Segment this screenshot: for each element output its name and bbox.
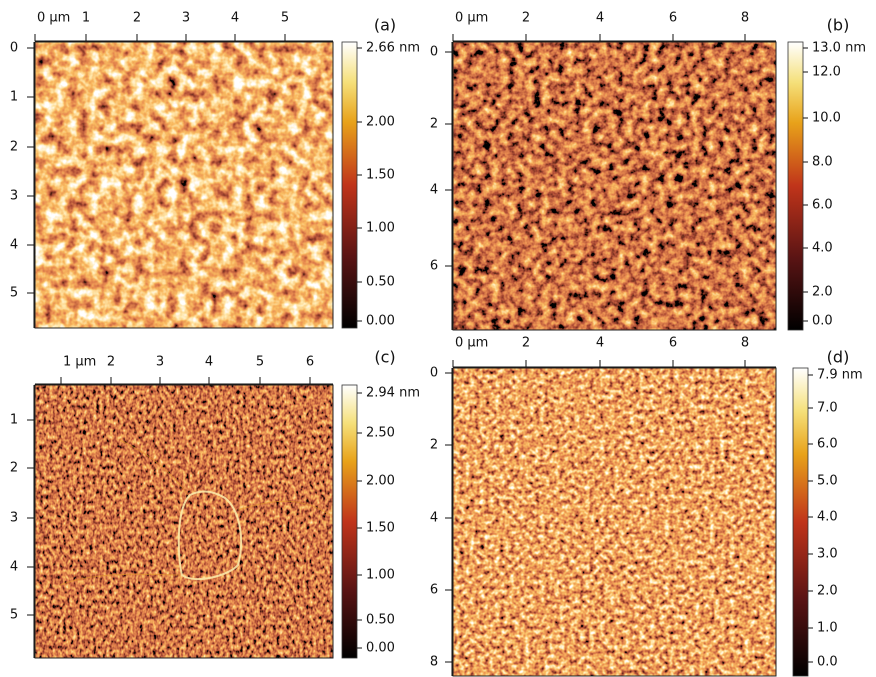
y-tick-label: 0 [10,41,18,56]
scale-tick-label: 0.50 [366,275,395,290]
color-scale [341,41,358,329]
y-tick-label: 0 [430,45,438,60]
y-tick-label: 2 [430,438,438,453]
afm-image [453,42,776,330]
y-tick-label: 4 [10,238,18,253]
scale-tick-label: 12.0 [812,65,841,80]
x-tick-label: 6 [669,336,677,351]
x-tick-label: 2 [133,11,141,26]
x-tick-label: 4 [596,336,604,351]
image-frame [34,41,334,329]
scale-tick-label: 2.50 [366,426,395,441]
y-tick-label: 6 [430,259,438,274]
x-tick-label: 2 [522,11,530,26]
afm-image [453,368,776,676]
scale-tick-label: 2.0 [812,285,833,300]
y-tick-label: 4 [10,560,18,575]
scale-tick-label: 6.0 [812,198,833,213]
x-tick-label: 0 µm [455,11,488,26]
scale-tick-label: 2.00 [366,474,395,489]
scale-tick-label: 7.9 nm [817,368,863,383]
image-frame [452,367,777,677]
color-scale [787,41,804,331]
afm-image [35,42,333,328]
scale-tick-label: 2.94 nm [366,386,420,401]
y-tick-label: 6 [430,583,438,598]
scale-tick-label: 0.0 [812,314,833,329]
surface-feature [59,439,331,586]
x-tick-label: 5 [256,355,264,370]
scale-tick-label: 3.0 [817,547,838,562]
x-tick-label: 2 [107,355,115,370]
panel-label: (b) [827,16,850,35]
x-tick-label: 5 [281,11,289,26]
scale-tick-label: 8.0 [812,155,833,170]
scale-tick-label: 2.00 [366,115,395,130]
scale-tick-label: 4.0 [817,510,838,525]
y-tick-label: 2 [10,461,18,476]
scale-tick-label: 0.0 [817,655,838,670]
scale-tick-label: 1.00 [366,221,395,236]
afm-image [35,385,333,658]
x-tick-label: 6 [306,355,314,370]
image-frame [34,384,334,659]
image-frame [452,41,777,331]
x-tick-label: 0 µm [37,11,70,26]
scale-tick-label: 1.50 [366,521,395,536]
y-tick-label: 5 [10,608,18,623]
scale-tick-label: 7.0 [817,401,838,416]
y-tick-label: 8 [430,655,438,670]
scale-tick-label: 6.0 [817,437,838,452]
scale-tick-label: 4.0 [812,241,833,256]
panel-label: (d) [827,348,850,367]
x-tick-label: 1 µm [63,355,96,370]
y-tick-label: 3 [10,189,18,204]
scale-tick-label: 5.0 [817,474,838,489]
scale-tick-label: 13.0 nm [812,41,866,56]
x-tick-label: 0 µm [455,336,488,351]
scale-tick-label: 1.00 [366,568,395,583]
x-tick-label: 4 [231,11,239,26]
y-tick-label: 1 [10,413,18,428]
scale-tick-label: 1.50 [366,168,395,183]
x-tick-label: 2 [522,336,530,351]
scale-tick-label: 0.00 [366,314,395,329]
scale-tick-label: 0.50 [366,613,395,628]
color-scale [341,384,358,659]
surface-feature [177,490,243,581]
x-tick-label: 3 [182,11,190,26]
y-tick-label: 5 [10,286,18,301]
x-tick-label: 4 [205,355,213,370]
x-tick-label: 1 [82,11,90,26]
x-tick-label: 3 [156,355,164,370]
x-tick-label: 4 [596,11,604,26]
scale-tick-label: 1.0 [817,621,838,636]
panel-label: (c) [374,348,395,367]
scale-tick-label: 0.00 [366,641,395,656]
scale-tick-label: 10.0 [812,111,841,126]
panel-label: (a) [374,16,396,35]
color-scale [792,367,809,677]
x-tick-label: 6 [669,11,677,26]
y-tick-label: 1 [10,90,18,105]
x-tick-label: 8 [741,336,749,351]
scale-tick-label: 2.0 [817,584,838,599]
y-tick-label: 4 [430,511,438,526]
y-tick-label: 0 [430,366,438,381]
x-tick-label: 8 [741,11,749,26]
y-tick-label: 4 [430,183,438,198]
y-tick-label: 2 [430,117,438,132]
y-tick-label: 2 [10,140,18,155]
y-tick-label: 3 [10,511,18,526]
scale-tick-label: 2.66 nm [366,41,420,56]
